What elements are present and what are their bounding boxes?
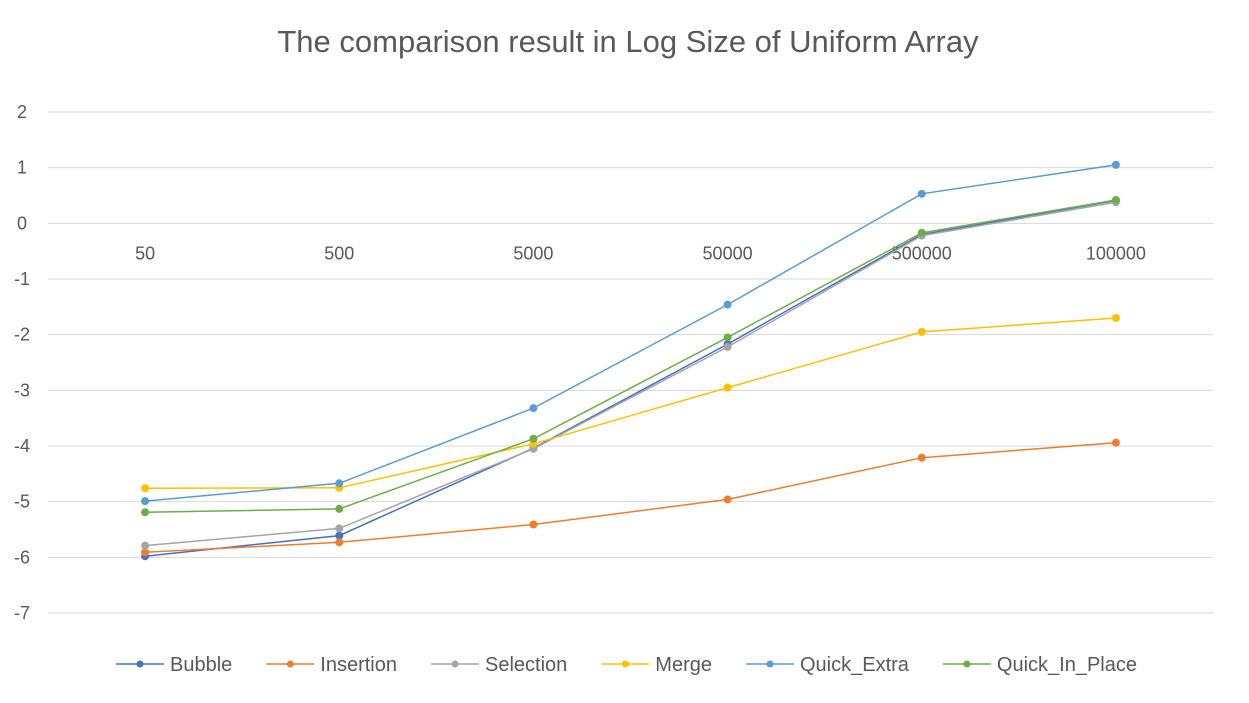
legend-swatch-marker — [766, 660, 774, 668]
y-tick-label: -5 — [14, 492, 30, 512]
data-point — [141, 508, 150, 517]
legend-swatch-marker — [621, 660, 629, 668]
data-point — [141, 541, 150, 550]
legend-label: Quick_Extra — [800, 654, 910, 676]
legend-item-bubble: Bubble — [116, 654, 232, 676]
series-insertion — [141, 438, 1120, 557]
x-tick-label: 500000 — [892, 243, 952, 263]
legend-item-quick-in-place: Quick_In_Place — [942, 654, 1137, 676]
series-lines — [141, 160, 1120, 561]
data-point — [335, 524, 344, 533]
data-point — [529, 404, 538, 413]
x-tick-label: 5000 — [513, 243, 553, 263]
data-point — [1111, 313, 1120, 322]
y-tick-label: -2 — [14, 325, 30, 345]
legend: Bubble Insertion Selection Merge Quick_Extra… — [116, 654, 1137, 676]
y-tick-label: -6 — [14, 547, 30, 567]
data-point — [917, 327, 926, 336]
data-point — [917, 189, 926, 198]
legend-swatch-marker — [136, 660, 144, 668]
y-tick-label: -1 — [14, 269, 30, 289]
data-point — [723, 495, 732, 504]
series-merge — [141, 313, 1120, 493]
legend-label: Insertion — [320, 654, 397, 676]
x-tick-label: 50 — [135, 243, 155, 263]
data-point — [1111, 195, 1120, 204]
legend-label: Merge — [655, 654, 712, 676]
data-point — [529, 434, 538, 443]
legend-item-merge: Merge — [601, 654, 712, 676]
x-tick-label: 500 — [324, 243, 354, 263]
data-point — [335, 504, 344, 513]
data-point — [529, 520, 538, 529]
y-tick-label: -4 — [14, 436, 30, 456]
legend-label: Quick_In_Place — [997, 654, 1137, 676]
series-line — [145, 199, 1117, 557]
data-point — [723, 383, 732, 392]
series-quick-in-place — [141, 195, 1120, 517]
legend-swatch-marker — [286, 660, 294, 668]
data-point — [723, 333, 732, 342]
x-tick-label: 50000 — [703, 243, 753, 263]
legend-item-quick-extra: Quick_Extra — [745, 654, 910, 676]
y-tick-label: 1 — [17, 158, 27, 178]
data-point — [723, 342, 732, 351]
y-axis-labels: 2 1 0 -1 -2 -3 -4 -5 -6 -7 — [14, 102, 30, 623]
series-line — [145, 164, 1117, 502]
series-line — [145, 441, 1116, 554]
legend-item-insertion: Insertion — [266, 654, 397, 676]
series-line — [145, 201, 1117, 547]
legend-swatch-marker — [451, 660, 459, 668]
series-bubble — [141, 196, 1120, 561]
series-selection — [141, 198, 1120, 550]
data-point — [1111, 438, 1120, 447]
y-tick-label: -3 — [14, 380, 30, 400]
series-quick-extra — [141, 160, 1120, 506]
chart-title: The comparison result in Log Size of Uni… — [277, 24, 979, 59]
legend-swatch-marker — [963, 660, 971, 668]
legend-label: Bubble — [170, 654, 232, 676]
data-point — [917, 228, 926, 237]
data-point — [141, 484, 150, 493]
legend-item-selection: Selection — [431, 654, 567, 676]
series-line — [145, 199, 1117, 513]
data-point — [335, 479, 344, 488]
y-tick-label: 0 — [17, 213, 27, 233]
data-point — [141, 497, 150, 506]
y-tick-label: 2 — [17, 102, 27, 122]
y-tick-label: -7 — [14, 603, 30, 623]
data-point — [1111, 160, 1120, 169]
grid-lines — [48, 111, 1213, 614]
legend-label: Selection — [485, 654, 567, 676]
x-tick-label: 100000 — [1086, 243, 1146, 263]
x-axis-labels: 50 500 5000 50000 500000 100000 — [135, 243, 1146, 263]
data-point — [917, 453, 926, 462]
data-point — [141, 548, 150, 557]
data-point — [723, 300, 732, 309]
data-point — [335, 538, 344, 547]
data-point — [335, 531, 344, 540]
series-line — [145, 317, 1116, 490]
